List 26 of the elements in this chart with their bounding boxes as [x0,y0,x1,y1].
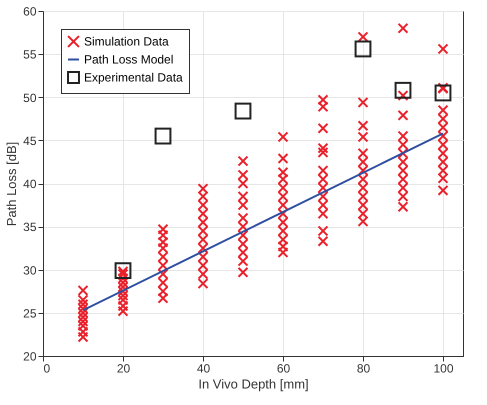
y-tick-label: 55 [23,48,37,62]
y-tick-label: 20 [23,350,37,364]
point [154,128,172,144]
x-tick-label: 60 [276,362,290,376]
y-axis-title: Path Loss [dB] [4,142,20,226]
x-tick-label: 100 [433,362,454,376]
y-tick-label: 50 [23,90,37,105]
point [394,82,412,99]
y-tick-label: 30 [23,263,37,278]
y-tick-label: 25 [23,306,37,320]
x-tick-label: 0 [44,362,50,376]
x-axis-title: In Vivo Depth [mm] [198,376,309,392]
legend-label: Simulation Data [84,34,170,48]
y-tick-label: 45 [23,134,37,148]
legend-label: Experimental Data [84,70,184,84]
x-tick-label: 40 [196,362,210,376]
point [434,84,452,102]
y-tick-label: 40 [23,177,37,191]
point [114,262,132,280]
point [234,102,252,120]
x-tick-label: 20 [116,362,130,376]
legend-label: Path Loss Model [84,52,174,66]
x-tick-label: 80 [356,362,370,376]
point [354,40,372,58]
y-tick-label: 60 [23,4,37,18]
y-tick-label: 35 [23,220,37,234]
